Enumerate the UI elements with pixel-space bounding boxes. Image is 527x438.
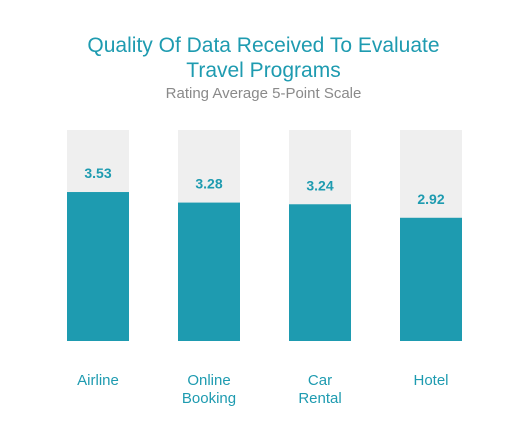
category-label: Airline [77, 372, 119, 389]
bar [400, 217, 462, 341]
value-label: 3.53 [84, 165, 111, 181]
category-label: Car Rental [298, 372, 341, 407]
bar [67, 192, 129, 341]
value-label: 2.92 [417, 191, 444, 207]
chart-subtitle: Rating Average 5-Point Scale [165, 85, 362, 102]
bar [289, 204, 351, 341]
bar [178, 202, 240, 341]
value-label: 3.24 [306, 177, 333, 193]
chart-title-line-2: Travel Programs [186, 59, 341, 82]
chart-title-line-1: Quality Of Data Received To Evaluate [87, 34, 440, 57]
category-label: Online Booking [182, 372, 236, 407]
value-label: 3.28 [195, 176, 222, 192]
chart-title: Quality Of Data Received To Evaluate Tra… [0, 33, 527, 83]
category-label: Hotel [413, 372, 448, 389]
